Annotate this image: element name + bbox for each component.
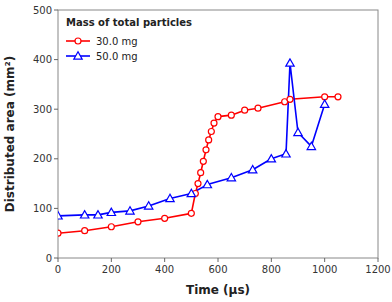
legend-title: Mass of total particles [66, 17, 192, 28]
point [135, 219, 141, 225]
point [162, 215, 168, 221]
x-tick [164, 258, 165, 262]
y-tick-label: 0 [46, 253, 52, 264]
x-tick [218, 258, 219, 262]
x-tick [324, 258, 325, 262]
point [195, 181, 201, 187]
point [80, 211, 88, 218]
x-tick-label: 400 [155, 264, 174, 275]
point [335, 94, 341, 100]
legend-label: 50.0 mg [96, 51, 138, 62]
y-tick [54, 10, 58, 11]
point [82, 228, 88, 234]
point [198, 170, 204, 176]
y-tick-label: 100 [33, 203, 52, 214]
point [307, 142, 315, 149]
x-tick-label: 1000 [312, 264, 337, 275]
x-tick [378, 258, 379, 262]
point [215, 114, 221, 120]
legend-marker [74, 52, 82, 59]
y-tick-label: 300 [33, 104, 52, 115]
series-line [58, 63, 325, 216]
point [203, 147, 209, 153]
x-tick-label: 1200 [365, 264, 390, 275]
point [267, 155, 275, 162]
x-tick-label: 200 [102, 264, 121, 275]
point [58, 230, 61, 236]
x-tick [111, 258, 112, 262]
plot-frame [58, 10, 378, 258]
y-tick [54, 109, 58, 110]
point [107, 208, 115, 215]
x-tick [271, 258, 272, 262]
y-tick-label: 200 [33, 153, 52, 164]
point [255, 105, 261, 111]
point [94, 211, 102, 218]
point [248, 166, 256, 173]
legend-marker [75, 38, 81, 44]
point [203, 180, 211, 187]
legend-label: 30.0 mg [96, 36, 138, 47]
x-tick [58, 258, 59, 262]
chart: 0 200 400 600 800 1000 1200 0 100 200 300 400 500 Tim… [0, 0, 392, 302]
point [286, 59, 294, 66]
point [227, 173, 235, 180]
legend: Mass of total particles 30.0 mg 50.0 mg [66, 17, 192, 62]
point [282, 150, 290, 157]
plot-area [58, 59, 341, 236]
point [187, 189, 195, 196]
point [108, 224, 114, 230]
point [200, 158, 206, 164]
x-tick-label: 800 [262, 264, 281, 275]
point [287, 96, 293, 102]
point [320, 100, 328, 107]
y-tick [54, 208, 58, 209]
point [58, 212, 62, 219]
point [208, 129, 214, 135]
point [206, 137, 212, 143]
point [242, 107, 248, 113]
y-tick-label: 400 [33, 54, 52, 65]
point [144, 202, 152, 209]
y-tick [54, 158, 58, 159]
x-tick-label: 0 [55, 264, 61, 275]
point [294, 128, 302, 135]
point [228, 112, 234, 118]
point [126, 207, 134, 214]
y-tick [54, 59, 58, 60]
x-tick-label: 600 [208, 264, 227, 275]
x-axis-label: Time (μs) [186, 283, 250, 297]
y-axis-label: Distributed area (mm²) [3, 56, 17, 212]
point [188, 210, 194, 216]
y-tick [54, 258, 58, 259]
point [166, 194, 174, 201]
y-tick-label: 500 [33, 5, 52, 16]
point [211, 120, 217, 126]
